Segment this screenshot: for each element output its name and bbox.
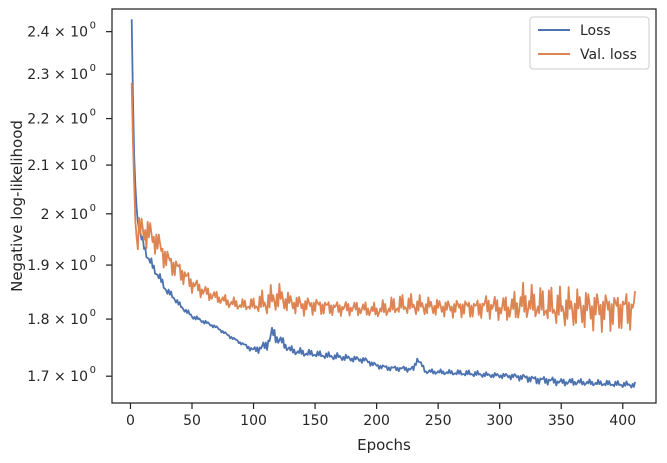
y-tick-exponent: 0: [90, 308, 96, 319]
y-tick-exponent: 0: [90, 21, 96, 32]
x-tick-label: 250: [425, 413, 452, 429]
x-tick-label: 350: [548, 413, 575, 429]
legend-label-loss: Loss: [580, 23, 611, 39]
plot-frame: [111, 8, 657, 404]
y-axis: 1.7 × 10 01.8 × 10 01.9 × 10 02 × 10 02.1 × …: [27, 21, 112, 385]
x-axis-title: Epochs: [357, 436, 411, 454]
y-axis-title: Negative log-likelihood: [8, 120, 26, 292]
x-tick-label: 400: [609, 413, 636, 429]
y-tick-label: 1.9 × 10: [27, 258, 88, 274]
y-tick-exponent: 0: [90, 365, 96, 376]
y-tick-label: 2 × 10: [41, 207, 88, 223]
x-tick-label: 50: [183, 413, 201, 429]
y-tick-exponent: 0: [90, 254, 96, 265]
series-line-loss: [130, 19, 636, 389]
y-tick-label: 2.1 × 10: [27, 158, 88, 174]
x-tick-label: 300: [486, 413, 513, 429]
series-layer: [130, 19, 636, 389]
y-tick-label: 1.8 × 10: [27, 312, 88, 328]
y-tick-exponent: 0: [90, 203, 96, 214]
x-axis: 0 50 100 150 200 250 300 350 400: [126, 403, 636, 429]
y-tick-label: 2.2 × 10: [27, 112, 88, 128]
y-tick-exponent: 0: [90, 154, 96, 165]
y-tick-exponent: 0: [90, 108, 96, 119]
series-line-val-loss: [130, 82, 636, 333]
y-tick-exponent: 0: [90, 63, 96, 74]
legend: Loss Val. loss: [529, 16, 650, 70]
y-tick-label: 2.4 × 10: [27, 25, 88, 41]
legend-label-val-loss: Val. loss: [580, 47, 637, 63]
x-tick-label: 150: [302, 413, 329, 429]
y-tick-label: 1.7 × 10: [27, 369, 88, 385]
x-tick-label: 200: [363, 413, 390, 429]
x-tick-label: 0: [126, 413, 135, 429]
y-tick-label: 2.3 × 10: [27, 67, 88, 83]
x-tick-label: 100: [240, 413, 267, 429]
